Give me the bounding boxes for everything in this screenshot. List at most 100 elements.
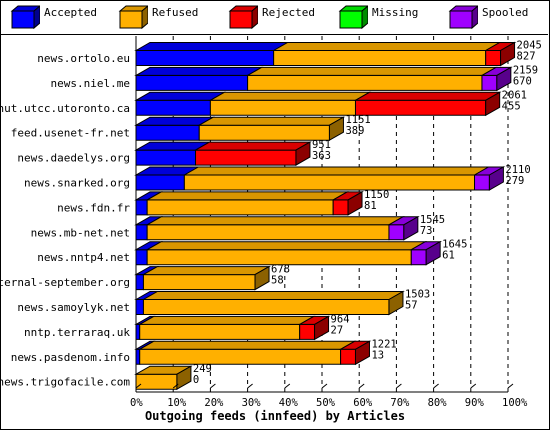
legend-swatch-rejected [228,5,258,30]
accepted-label: 57 [405,300,418,312]
accepted-label: 827 [517,51,536,63]
bar-segment-accepted [135,124,200,141]
offered-label: 2159 [513,64,538,76]
offered-label: 2045 [517,40,542,52]
bar-end-side [347,191,363,216]
bar-segment-rejected [332,199,349,216]
bar-segment-accepted [135,99,211,116]
bar-segment-top-accepted [134,42,290,51]
bar-segment-refused [198,124,330,141]
bar-segment-top-refused [271,42,502,51]
x-tick [135,383,142,389]
accepted-label: 13 [371,349,384,361]
category-label: news.snarked.org [24,177,130,190]
bar-segment-refused [183,174,476,191]
bar-segment-refused [146,199,334,216]
bar-segment-accepted [135,348,141,365]
bar-segment-refused [139,348,342,365]
bar-segment-refused [273,50,487,66]
offered-label: 1151 [345,114,370,126]
offered-label: 964 [331,313,350,325]
x-tick [433,383,439,389]
bar-segment-accepted [135,199,148,216]
x-tick [396,383,402,389]
bar-segment-top-refused [145,216,405,226]
bar-segment-top-refused [245,66,498,76]
x-tick [321,383,328,389]
category-label: news.daedelys.org [17,152,130,165]
category-label: news.mb-net.net [31,226,130,239]
legend-label-missing: Missing [372,6,419,19]
offered-label: 249 [193,363,212,375]
x-tick [470,383,477,389]
legend-label-accepted: Accepted [44,6,97,19]
bar-segment-rejected [485,50,502,66]
offered-label: 2110 [505,164,530,176]
bar-segment-top-refused [145,241,428,251]
x-tick-label: 10% [167,397,187,409]
offered-label: 1545 [420,214,445,226]
x-tick [172,383,179,389]
bar-segment-top-refused [137,315,316,325]
accepted-label: 73 [420,225,433,237]
bar-segment-top-refused [141,266,271,276]
x-tick-label: 90% [465,397,485,409]
bar-segment-accepted [135,50,275,66]
legend-label-refused: Refused [152,6,199,19]
x-tick [358,383,365,389]
category-label: news.niel.me [51,77,130,90]
offered-label: 1221 [371,338,396,350]
x-axis-title: Outgoing feeds (innfeed) by Articles [145,409,405,423]
bar-segment-rejected [354,99,487,116]
x-tick-label: 20% [204,397,224,409]
bar-end-side [496,66,512,92]
category-label: news.ortolo.eu [37,52,130,65]
category-label: feed.usenet-fr.net [11,127,130,140]
x-tick-label: 60% [353,397,373,409]
bar-end-side [354,340,370,366]
bar-segment-top-refused [137,340,357,350]
bar-end-side [295,141,311,166]
category-label: news.fdn.fr [57,201,130,214]
bar-segment-refused [209,99,356,116]
bar-segment-accepted [135,274,144,291]
accepted-label: 670 [513,75,532,87]
bar-segment-accepted [135,224,148,241]
bar-segment-top-refused [208,91,372,101]
bar-segment-accepted [135,149,197,166]
bar-segment-spooled [410,249,427,266]
bar-segment-accepted [135,299,144,315]
x-tick-label: 0% [130,397,143,409]
bar-segment-refused [135,373,178,390]
x-tick-label: 80% [428,397,448,409]
bar-segment-top-refused [197,116,346,126]
bar-end-side [488,166,504,191]
bar-end-side [328,116,344,142]
accepted-label: 27 [331,324,344,336]
legend-label-spooled: Spooled [482,6,529,19]
bar-end-side [254,265,270,291]
accepted-label: 58 [271,275,284,287]
bar-segment-accepted [135,249,148,266]
bar-segment-refused [142,274,256,291]
x-tick-label: 100% [502,397,528,409]
accepted-label: 279 [505,175,524,187]
bar-segment-refused [142,299,390,315]
bar-segment-refused [247,74,483,91]
bar-segment-spooled [388,224,405,241]
legend-swatch-refused [118,5,148,30]
bar-segment-top-rejected [353,91,502,101]
bar-segment-top-refused [141,291,405,300]
bar-segment-accepted [135,323,141,340]
offered-label: 1503 [405,289,430,301]
x-tick-label: 70% [390,397,410,409]
